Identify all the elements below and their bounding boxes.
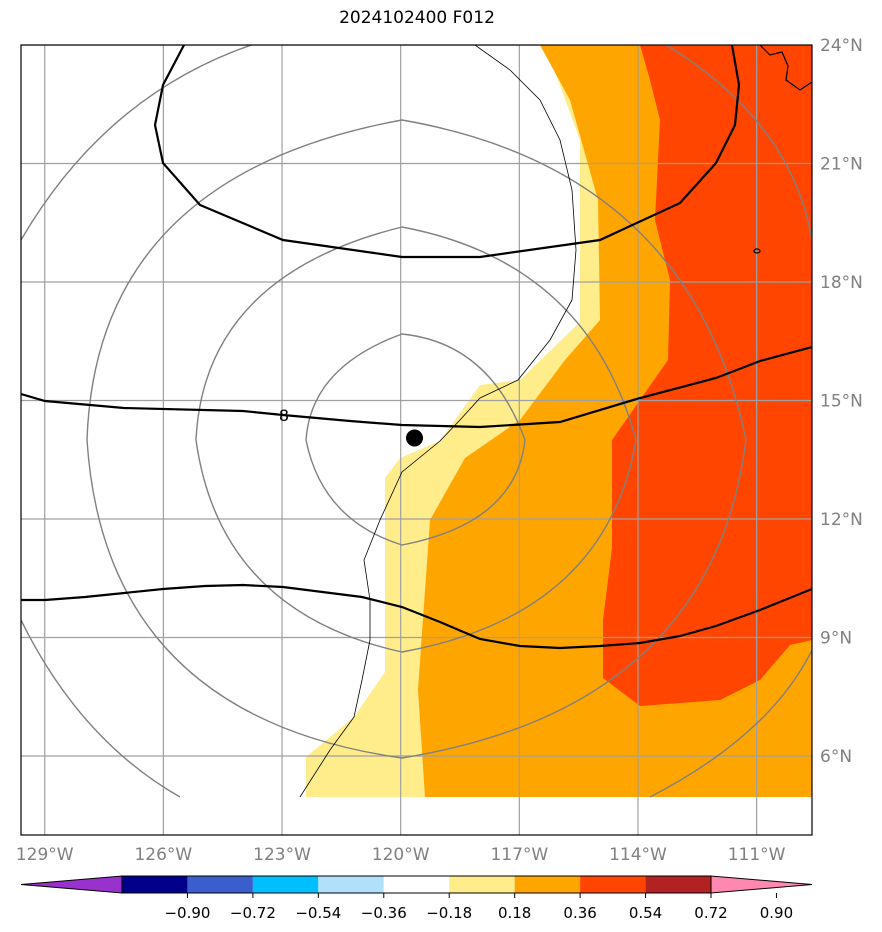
map-gridlines [21,45,812,835]
lon-tick-label: 123°W [253,845,311,865]
island-outline [753,248,761,254]
gray-contours [21,45,812,798]
colorbar-segment [383,876,450,893]
colorbar-segment [580,876,646,893]
gray-contour-ring-3 [86,119,747,759]
colorbar: −0.90 −0.72 −0.54 −0.36 −0.18 0.18 0.36 0.54 0.7… [20,875,813,922]
lon-tick-label: 120°W [372,845,430,865]
colorbar-segment [449,876,515,893]
map-frame [20,44,813,836]
colorbar-arrow-high [710,875,813,894]
lat-tick-label: 9°N [820,629,852,649]
colorbar-segment [252,876,319,893]
colorbar-segment [318,876,384,893]
black-contour-upper [153,45,741,259]
lat-tick-label: 6°N [820,747,852,767]
colorbar-segment [187,876,253,893]
black-contour-lower [21,583,812,650]
latitude-tick-labels: 6°N 9°N 12°N 15°N 18°N 21°N 24°N [820,36,863,767]
colorbar-segment [122,876,188,893]
lat-tick-label: 21°N [820,155,863,175]
colorbar-tick-label: −0.72 [230,904,276,922]
colorbar-outline [121,875,712,894]
black-contours [21,45,812,650]
colorbar-tick-label: −0.18 [426,904,472,922]
colorbar-tick-label: −0.90 [164,904,210,922]
black-contour-middle [21,345,812,429]
coastline [759,45,812,91]
storm-center-marker [406,429,424,447]
lon-tick-label: 117°W [490,845,548,865]
lat-tick-label: 18°N [820,273,863,293]
thin-outline-contour [299,45,577,798]
lat-tick-label: 24°N [820,36,863,56]
lon-tick-label: 111°W [728,845,786,865]
colorbar-tick-label: −0.54 [295,904,341,922]
lat-tick-label: 15°N [820,392,863,412]
lon-tick-label: 129°W [16,845,74,865]
colorbar-tick-label: 0.18 [498,904,531,922]
contour-label: 8 [279,406,289,425]
colorbar-tick-label: 0.36 [563,904,596,922]
gray-contour-ring-1 [305,333,526,546]
colorbar-tick-label: 0.54 [629,904,662,922]
shading-band-0-54-0-72 [603,45,812,706]
gray-contour-ring-4 [21,45,812,798]
gray-contour-ring-2 [195,226,637,653]
lat-tick-label: 12°N [820,510,863,530]
longitude-tick-labels: 129°W 126°W 123°W 120°W 117°W 114°W 111°W [16,845,786,865]
colorbar-arrow-low [20,875,123,894]
colorbar-tick-label: −0.36 [361,904,407,922]
colorbar-segment [514,876,581,893]
map-title: 2024102400 F012 [339,8,495,28]
lon-tick-label: 126°W [134,845,192,865]
colorbar-tick-label: 0.90 [760,904,793,922]
lon-tick-label: 114°W [609,845,667,865]
colorbar-tick-label: 0.72 [694,904,727,922]
colorbar-segment [645,876,711,893]
